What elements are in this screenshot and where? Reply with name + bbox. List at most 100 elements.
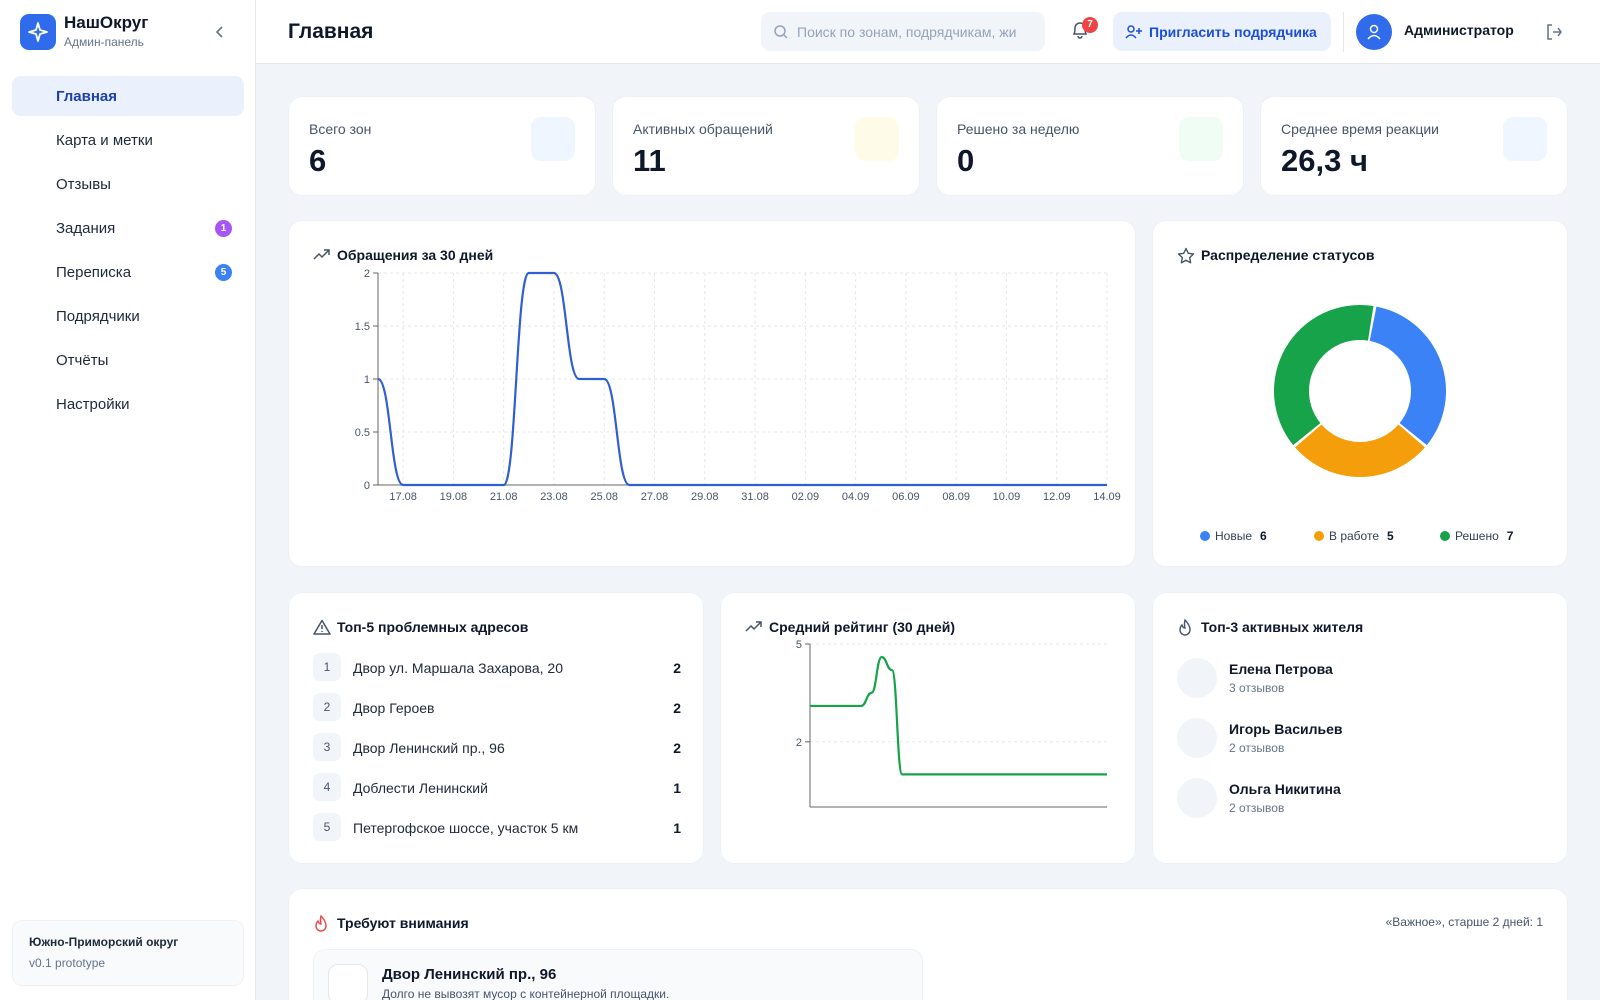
resident-reviews: 3 отзывов <box>1229 681 1285 695</box>
x-tick-label: 23.08 <box>540 491 568 503</box>
chart-title: Средний рейтинг (30 дней) <box>769 619 955 635</box>
chart-title: Обращения за 30 дней <box>337 247 494 263</box>
stat-label: Активных обращений <box>633 121 773 137</box>
invite-button[interactable]: Пригласить подрядчика <box>1113 12 1331 51</box>
nav-item[interactable]: Карта и метки <box>12 120 244 160</box>
address-row: 5 Петергофское шоссе, участок 5 км 1 <box>313 813 681 841</box>
nav-item[interactable]: Переписка 5 <box>12 252 244 292</box>
attention-item[interactable]: Двор Ленинский пр., 96 Долго не вывозят м… <box>313 949 923 1000</box>
separator <box>1343 12 1344 52</box>
resident-row: Елена Петрова 3 отзывов <box>1177 658 1545 698</box>
stat-value: 11 <box>633 143 666 178</box>
collapse-button[interactable] <box>212 24 228 40</box>
legend-value: 6 <box>1260 529 1267 543</box>
data-line <box>377 271 1107 487</box>
nav-item[interactable]: Настройки <box>12 384 244 424</box>
x-tick-label: 21.08 <box>490 491 518 503</box>
nav-item[interactable]: Отзывы <box>12 164 244 204</box>
notifications-badge: 7 <box>1082 17 1098 33</box>
resident-avatar <box>1177 718 1217 758</box>
nav-item[interactable]: Главная <box>12 76 244 116</box>
requests-chart-card: Обращения за 30 дней 17.08 19.08 21.08 23.0… <box>288 220 1136 567</box>
stat-icon <box>1503 117 1547 161</box>
y-tick-label: 1.5 <box>355 321 370 333</box>
nav-label: Отзывы <box>56 176 111 193</box>
address-rank: 3 <box>313 733 341 761</box>
address-row: 2 Двор Героев 2 <box>313 693 681 721</box>
resident-name: Игорь Васильев <box>1229 721 1343 737</box>
legend-swatch <box>1440 531 1450 541</box>
x-tick-label: 27.08 <box>641 491 669 503</box>
invite-label: Пригласить подрядчика <box>1149 24 1317 40</box>
chart-title: Распределение статусов <box>1201 247 1375 263</box>
card-title: Топ-3 активных жителя <box>1201 619 1364 635</box>
x-tick-label: 14.09 <box>1093 491 1121 503</box>
stat-label: Всего зон <box>309 121 372 137</box>
page-title: Главная <box>288 20 374 43</box>
address-rank: 4 <box>313 773 341 801</box>
stat-icon <box>855 117 899 161</box>
sidebar-footer: Южно-Приморский округ v0.1 prototype <box>12 920 244 986</box>
line-chart: 25 <box>796 639 1107 808</box>
x-tick-label: 02.09 <box>792 491 820 503</box>
address-count: 2 <box>673 660 681 676</box>
stat-icon <box>531 117 575 161</box>
resident-reviews: 2 отзывов <box>1229 801 1285 815</box>
address-rank: 2 <box>313 693 341 721</box>
legend-value: 5 <box>1387 529 1394 543</box>
stat-card: Активных обращений 11 <box>612 96 920 196</box>
nav-badge: 1 <box>215 220 232 237</box>
user-name: Администратор <box>1404 22 1514 38</box>
search-placeholder: Поиск по зонам, подрядчикам, жи <box>797 24 1017 40</box>
nav-item[interactable]: Подрядчики <box>12 296 244 336</box>
line-chart: 17.08 19.08 21.08 23.08 25.08 27.08 29.08 31.08… <box>355 268 1121 503</box>
top-addresses-card: Топ-5 проблемных адресов 1 Двор ул. Марша… <box>288 592 704 864</box>
resident-row: Игорь Васильев 2 отзывов <box>1177 718 1545 758</box>
address-name: Двор Ленинский пр., 96 <box>353 740 505 756</box>
x-tick-label: 08.09 <box>942 491 970 503</box>
top-residents-card: Топ-3 активных жителя Елена Петрова 3 отз… <box>1152 592 1568 864</box>
stat-card: Всего зон 6 <box>288 96 596 196</box>
resident-avatar <box>1177 658 1217 698</box>
x-tick-label: 17.08 <box>389 491 417 503</box>
nav-badge: 5 <box>215 264 232 281</box>
nav-item[interactable]: Отчёты <box>12 340 244 380</box>
address-rank: 5 <box>313 813 341 841</box>
x-tick-label: 25.08 <box>590 491 618 503</box>
nav-label: Отчёты <box>56 352 109 369</box>
nav-label: Подрядчики <box>56 308 140 325</box>
address-name: Доблести Ленинский <box>353 780 488 796</box>
status-chart-card: Распределение статусов Новые 6 В работе 5 Ре… <box>1152 220 1568 567</box>
y-tick-label: 1 <box>364 374 370 386</box>
search-box[interactable]: Поиск по зонам, подрядчикам, жи <box>761 12 1045 51</box>
x-tick-label: 12.09 <box>1043 491 1071 503</box>
y-tick-label: 2 <box>796 737 802 749</box>
resident-name: Ольга Никитина <box>1229 781 1341 797</box>
attention-icon <box>328 964 368 1000</box>
stat-label: Решено за неделю <box>957 121 1080 137</box>
attention-title: Двор Ленинский пр., 96 <box>382 966 557 983</box>
address-count: 2 <box>673 700 681 716</box>
logout-button[interactable] <box>1544 22 1564 42</box>
stat-value: 6 <box>309 143 327 178</box>
address-name: Двор ул. Маршала Захарова, 20 <box>353 660 563 676</box>
stat-value: 26,3 ч <box>1281 143 1368 178</box>
data-line <box>809 655 1107 776</box>
donut-chart: Новые 6 В работе 5 Решено 7 <box>1200 305 1514 543</box>
card-title: Топ-5 проблемных адресов <box>337 619 529 635</box>
legend-label: Решено <box>1455 529 1499 543</box>
brand-subtitle: Админ-панель <box>64 35 144 49</box>
nav-item[interactable]: Задания 1 <box>12 208 244 248</box>
header: Главная Поиск по зонам, подрядчикам, жи … <box>256 0 1600 64</box>
sidebar: НашОкруг Админ-панель Главная Карта и мет… <box>0 0 256 1000</box>
legend-label: В работе <box>1329 529 1379 543</box>
address-count: 1 <box>673 780 681 796</box>
nav-label: Задания <box>56 220 116 237</box>
user-avatar[interactable] <box>1356 14 1392 50</box>
resident-avatar <box>1177 778 1217 818</box>
donut-segment <box>1274 305 1374 446</box>
donut-segment <box>1369 306 1446 446</box>
legend-swatch <box>1200 531 1210 541</box>
